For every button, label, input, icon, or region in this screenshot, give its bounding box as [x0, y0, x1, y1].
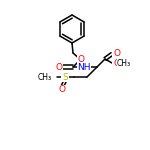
Text: O: O: [78, 56, 84, 64]
Text: O: O: [113, 58, 120, 68]
Text: O: O: [58, 85, 66, 94]
Text: CH₃: CH₃: [117, 58, 131, 68]
Text: CH₃: CH₃: [38, 72, 52, 81]
Text: O: O: [113, 50, 120, 58]
Text: S: S: [62, 72, 68, 81]
Text: O: O: [55, 63, 62, 72]
Text: NH: NH: [77, 63, 91, 72]
